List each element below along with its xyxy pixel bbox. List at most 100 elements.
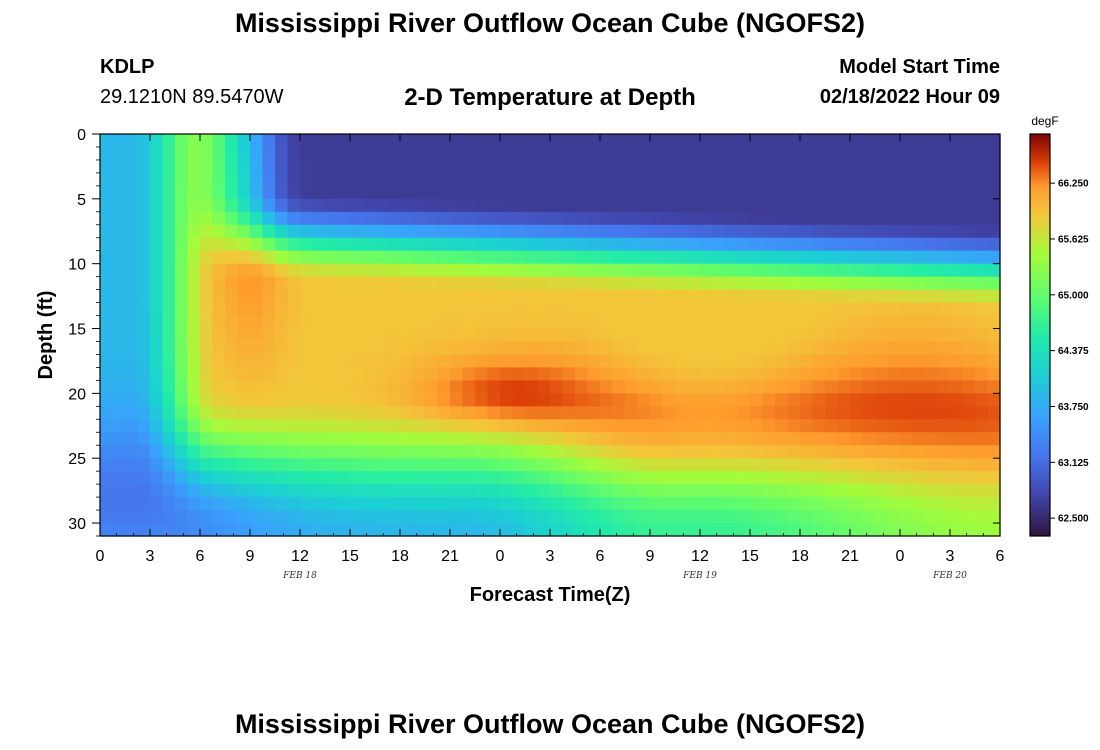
heatmap-cell	[475, 302, 489, 317]
heatmap-cell	[637, 471, 651, 485]
heatmap-cell	[712, 172, 726, 187]
heatmap-cell	[937, 134, 951, 148]
heatmap-cell	[812, 367, 826, 381]
heatmap-cell	[662, 289, 676, 304]
heatmap-cell	[762, 406, 776, 420]
heatmap-cell	[712, 510, 726, 524]
heatmap-cell	[600, 341, 614, 356]
heatmap-cell	[912, 263, 926, 278]
heatmap-cell	[650, 185, 664, 200]
heatmap-cell	[225, 276, 239, 291]
heatmap-cell	[687, 289, 701, 304]
heatmap-cell	[425, 134, 439, 148]
heatmap-cell	[662, 224, 676, 239]
heatmap-cell	[662, 172, 676, 187]
heatmap-cell	[675, 367, 689, 381]
heatmap-cell	[712, 406, 726, 420]
heatmap-cell	[550, 328, 564, 343]
heatmap-cell	[912, 198, 926, 213]
heatmap-cell	[112, 289, 126, 304]
heatmap-cell	[150, 393, 164, 407]
heatmap-cell	[437, 315, 451, 330]
heatmap-cell	[137, 341, 151, 356]
heatmap-cell	[575, 224, 589, 239]
heatmap-cell	[987, 484, 1001, 498]
heatmap-cell	[712, 263, 726, 278]
heatmap-cell	[225, 354, 239, 369]
heatmap-cell	[462, 289, 476, 304]
heatmap-cell	[225, 393, 239, 407]
heatmap-cell	[350, 484, 364, 498]
heatmap-cell	[112, 497, 126, 511]
heatmap-cell	[187, 484, 201, 498]
heatmap-cell	[962, 510, 976, 524]
heatmap-cell	[437, 341, 451, 356]
heatmap-cell	[412, 159, 426, 174]
heatmap-cell	[262, 159, 276, 174]
heatmap-cell	[312, 198, 326, 213]
heatmap-cell	[162, 276, 176, 291]
heatmap-cell	[500, 302, 514, 317]
heatmap-cell	[887, 419, 901, 433]
heatmap-cell	[387, 445, 401, 459]
heatmap-cell	[300, 159, 314, 174]
heatmap-cell	[700, 354, 714, 369]
heatmap-cell	[300, 510, 314, 524]
chart-subtitle: 2-D Temperature at Depth	[404, 84, 696, 111]
heatmap-cell	[537, 341, 551, 356]
heatmap-cell	[275, 432, 289, 446]
heatmap-cell	[587, 263, 601, 278]
heatmap-cell	[850, 484, 864, 498]
heatmap-cell	[200, 198, 214, 213]
heatmap-cell	[525, 510, 539, 524]
heatmap-cell	[450, 523, 464, 537]
heatmap-cell	[725, 497, 739, 511]
heatmap-cell	[987, 146, 1001, 161]
heatmap-cell	[750, 134, 764, 148]
heatmap-cell	[675, 263, 689, 278]
heatmap-cell	[600, 432, 614, 446]
heatmap-cell	[587, 172, 601, 187]
heatmap-cell	[925, 211, 939, 226]
heatmap-cell	[725, 146, 739, 161]
heatmap-cell	[225, 315, 239, 330]
heatmap-cell	[975, 328, 989, 343]
heatmap-cell	[675, 497, 689, 511]
heatmap-cell	[650, 484, 664, 498]
heatmap-cell	[350, 497, 364, 511]
heatmap-cell	[862, 510, 876, 524]
heatmap-cell	[462, 458, 476, 472]
heatmap-cell	[262, 328, 276, 343]
heatmap-cell	[737, 134, 751, 148]
heatmap-cell	[475, 198, 489, 213]
heatmap-cell	[962, 263, 976, 278]
heatmap-cell	[100, 523, 114, 537]
heatmap-cell	[137, 445, 151, 459]
heatmap-cell	[262, 419, 276, 433]
heatmap-cell	[475, 341, 489, 356]
heatmap-cell	[950, 354, 964, 369]
heatmap-cell	[887, 211, 901, 226]
heatmap-cell	[125, 276, 139, 291]
heatmap-cell	[987, 406, 1001, 420]
heatmap-cell	[775, 354, 789, 369]
heatmap-cell	[425, 159, 439, 174]
heatmap-cell	[887, 523, 901, 537]
heatmap-cell	[262, 250, 276, 265]
heatmap-cell	[737, 354, 751, 369]
heatmap-cell	[137, 172, 151, 187]
heatmap-cell	[162, 523, 176, 537]
heatmap-cell	[912, 471, 926, 485]
heatmap-cell	[125, 211, 139, 226]
heatmap-cell	[925, 146, 939, 161]
heatmap-cell	[862, 224, 876, 239]
heatmap-cell	[912, 380, 926, 394]
heatmap-cell	[800, 134, 814, 148]
heatmap-cell	[962, 419, 976, 433]
heatmap-cell	[862, 354, 876, 369]
heatmap-cell	[862, 367, 876, 381]
heatmap-cell	[437, 432, 451, 446]
heatmap-cell	[537, 159, 551, 174]
heatmap-cell	[937, 237, 951, 252]
heatmap-cell	[325, 380, 339, 394]
